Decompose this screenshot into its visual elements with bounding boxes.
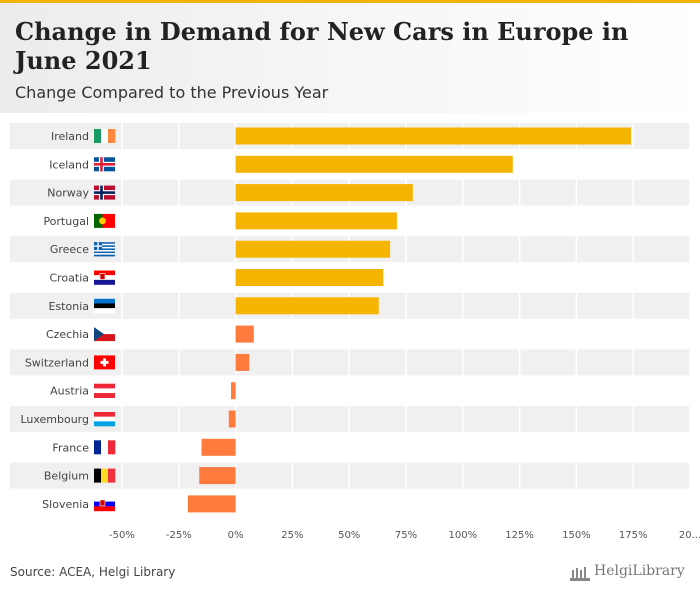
- bar-estonia[interactable]: [235, 297, 379, 315]
- iceland-flag-icon: [94, 157, 115, 172]
- croatia-flag-icon: [94, 270, 115, 285]
- belgium-flag-icon: [94, 468, 116, 483]
- norway-flag-icon: [94, 185, 115, 200]
- ireland-flag-icon: [94, 129, 116, 143]
- bar-switzerland[interactable]: [235, 353, 250, 371]
- bar-greece[interactable]: [235, 240, 391, 258]
- library-logo-icon: [570, 567, 590, 581]
- x-tick-label: 150%: [562, 530, 591, 541]
- x-tick-label: -50%: [109, 530, 135, 541]
- chart-subtitle: Change Compared to the Previous Year: [15, 83, 329, 102]
- category-label: Greece: [50, 243, 89, 256]
- category-label: Switzerland: [25, 356, 89, 369]
- france-flag-icon: [94, 440, 116, 455]
- bar-iceland[interactable]: [235, 155, 513, 173]
- portugal-flag-icon: [94, 213, 115, 228]
- bar-slovenia[interactable]: [187, 495, 236, 513]
- category-label: Belgium: [44, 470, 89, 483]
- x-tick-label: 125%: [505, 530, 534, 541]
- x-tick-label: 175%: [619, 530, 648, 541]
- switzerland-flag-icon: [94, 355, 115, 370]
- chart-title: Change in Demand for New Cars in Europe …: [15, 17, 629, 75]
- bar-czechia[interactable]: [235, 325, 254, 343]
- x-tick-label: 0%: [228, 530, 244, 541]
- category-label: Slovenia: [42, 498, 89, 511]
- austria-flag-icon: [94, 383, 115, 398]
- estonia-flag-icon: [94, 298, 115, 314]
- source-note: Source: ACEA, Helgi Library: [10, 565, 176, 579]
- x-tick-label: 20...: [679, 530, 700, 541]
- bar-austria[interactable]: [231, 382, 236, 400]
- x-tick-label: 25%: [281, 530, 303, 541]
- category-label: France: [52, 441, 89, 454]
- category-label: Luxembourg: [20, 413, 89, 426]
- x-tick-label: 50%: [338, 530, 360, 541]
- czechia-flag-icon: [94, 327, 115, 342]
- category-label: Croatia: [49, 272, 89, 285]
- chart-header: Change in Demand for New Cars in Europe …: [0, 3, 700, 113]
- x-tick-label: 75%: [395, 530, 417, 541]
- accent-line: [0, 0, 700, 3]
- logo-text: HelgiLibrary: [594, 563, 685, 579]
- category-label: Czechia: [46, 328, 89, 341]
- bar-portugal[interactable]: [235, 212, 397, 230]
- category-label: Ireland: [51, 130, 89, 143]
- greece-flag-icon: [94, 242, 115, 257]
- bar-luxembourg[interactable]: [228, 410, 236, 428]
- x-tick-label: -25%: [166, 530, 192, 541]
- bar-belgium[interactable]: [199, 467, 236, 485]
- x-tick-label: 100%: [449, 530, 478, 541]
- category-label: Estonia: [49, 300, 90, 313]
- category-label: Austria: [50, 385, 89, 398]
- bar-norway[interactable]: [235, 184, 413, 202]
- category-label: Norway: [47, 187, 89, 200]
- category-label: Iceland: [49, 158, 89, 171]
- category-label: Portugal: [43, 215, 89, 228]
- luxembourg-flag-icon: [94, 412, 115, 427]
- slovenia-flag-icon: [94, 496, 115, 512]
- bar-croatia[interactable]: [235, 269, 384, 286]
- bar-france[interactable]: [201, 438, 236, 456]
- bar-ireland[interactable]: [235, 127, 631, 145]
